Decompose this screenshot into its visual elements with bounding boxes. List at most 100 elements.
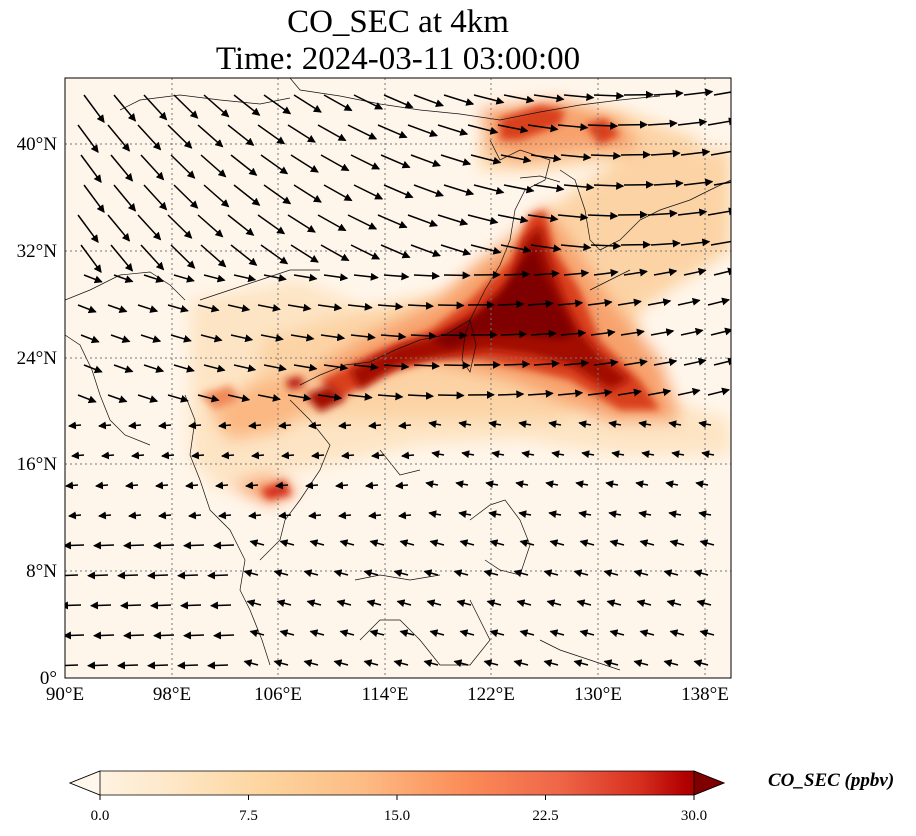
colorbar-tick-label: 22.5 bbox=[532, 808, 558, 824]
wind-vector-arrow bbox=[410, 244, 441, 258]
wind-vector-arrow bbox=[573, 659, 589, 668]
wind-vector-arrow bbox=[207, 661, 229, 670]
wind-vector-arrow bbox=[83, 274, 103, 284]
wind-vector-arrow bbox=[140, 154, 165, 181]
wind-vector-arrow bbox=[497, 214, 529, 224]
wind-vector-arrow bbox=[323, 273, 349, 282]
wind-vector-arrow bbox=[365, 481, 379, 490]
lat-tick-label: 0° bbox=[40, 668, 57, 689]
wind-vector-arrow bbox=[173, 364, 195, 373]
wind-vector-arrow bbox=[308, 421, 322, 430]
wind-vector-arrow bbox=[413, 361, 440, 370]
wind-vector-arrow bbox=[177, 661, 199, 670]
wind-vector-arrow bbox=[353, 272, 379, 281]
wind-vector-arrow bbox=[246, 599, 262, 608]
wind-vector-arrow bbox=[303, 569, 319, 578]
wind-vector-arrow bbox=[80, 154, 102, 184]
wind-vector-arrow bbox=[593, 181, 625, 190]
wind-vector-arrow bbox=[290, 244, 319, 263]
wind-vector-arrow bbox=[516, 599, 532, 608]
wind-vector-arrow bbox=[489, 629, 505, 638]
wind-vector-arrow bbox=[527, 389, 554, 398]
wind-vector-arrow bbox=[557, 213, 589, 222]
wind-vector-arrow bbox=[443, 94, 475, 106]
wind-vector-arrow bbox=[113, 184, 137, 212]
wind-vector-arrow bbox=[218, 421, 232, 430]
wind-vector-arrow bbox=[77, 214, 99, 244]
wind-vector-arrow bbox=[437, 214, 469, 226]
wind-vector-arrow bbox=[177, 571, 199, 580]
wind-vector-arrow bbox=[458, 510, 472, 519]
wind-vector-arrow bbox=[290, 154, 319, 173]
wind-vector-arrow bbox=[399, 629, 415, 638]
map-subtitle-time: Time: 2024-03-11 03:00:00 bbox=[215, 41, 581, 77]
wind-vector-arrow bbox=[603, 659, 619, 668]
wind-vector-arrow bbox=[530, 329, 557, 338]
wind-vector-arrow bbox=[87, 661, 109, 670]
wind-vector-arrow bbox=[683, 178, 714, 187]
wind-vector-arrow bbox=[623, 268, 648, 277]
wind-vector-arrow bbox=[65, 631, 85, 640]
wind-vector-arrow bbox=[459, 629, 475, 638]
wind-vector-arrow bbox=[623, 358, 648, 367]
wind-vector-arrow bbox=[203, 364, 226, 373]
wind-vector-arrow bbox=[83, 184, 105, 214]
wind-vector-arrow bbox=[275, 481, 289, 490]
wind-vector-arrow bbox=[380, 154, 411, 169]
wind-vector-arrow bbox=[453, 569, 469, 578]
wind-vector-arrow bbox=[603, 569, 619, 578]
wind-vector-arrow bbox=[143, 94, 168, 121]
wind-vector-arrow bbox=[137, 124, 162, 151]
wind-vector-arrow bbox=[413, 184, 444, 198]
wind-vector-arrow bbox=[590, 241, 622, 250]
wind-vector-arrow bbox=[290, 333, 315, 342]
wind-vector-arrow bbox=[650, 149, 681, 158]
wind-vector-arrow bbox=[617, 388, 642, 397]
wind-vector-arrow bbox=[311, 451, 325, 460]
wind-vector-arrow bbox=[647, 298, 672, 307]
wind-vector-arrow bbox=[123, 541, 145, 550]
wind-vector-arrow bbox=[98, 421, 112, 430]
wind-vector-arrow bbox=[257, 124, 286, 145]
wind-vector-arrow bbox=[363, 569, 379, 578]
wind-vector-arrow bbox=[125, 481, 139, 490]
wind-vector-arrow bbox=[473, 184, 505, 195]
wind-vector-arrow bbox=[287, 393, 312, 402]
wind-vector-arrow bbox=[393, 569, 409, 578]
wind-vector-arrow bbox=[519, 539, 535, 548]
wind-vector-arrow bbox=[65, 661, 79, 670]
wind-vector-arrow bbox=[93, 541, 115, 550]
wind-vector-arrow bbox=[167, 214, 193, 239]
wind-vector-arrow bbox=[276, 599, 292, 608]
wind-vector-arrow bbox=[693, 659, 709, 668]
wind-vector-arrow bbox=[335, 481, 349, 490]
wind-vector-arrow bbox=[203, 94, 230, 118]
wind-vector-arrow bbox=[248, 511, 262, 520]
wind-vector-arrow bbox=[701, 450, 715, 459]
wind-vector-arrow bbox=[347, 124, 378, 140]
wind-vector-arrow bbox=[639, 629, 655, 638]
wind-vector-arrow bbox=[305, 481, 319, 490]
wind-vector-arrow bbox=[636, 599, 652, 608]
wind-vector-arrow bbox=[609, 539, 625, 548]
wind-vector-arrow bbox=[683, 357, 707, 366]
wind-vector-arrow bbox=[653, 179, 684, 188]
wind-vector-arrow bbox=[458, 420, 472, 429]
wind-vector-arrow bbox=[303, 659, 319, 668]
wind-vector-arrow bbox=[641, 450, 655, 459]
wind-vector-arrow bbox=[513, 659, 529, 668]
wind-vector-arrow bbox=[170, 244, 196, 269]
wind-vector-arrow bbox=[90, 601, 112, 610]
wind-vector-arrow bbox=[429, 629, 445, 638]
wind-vector-arrow bbox=[263, 274, 287, 282]
wind-vector-arrow bbox=[260, 154, 289, 175]
wind-vector-arrow bbox=[609, 629, 625, 638]
wind-vector-arrow bbox=[407, 214, 438, 228]
wind-vector-arrow bbox=[110, 154, 134, 182]
wind-vector-arrow bbox=[233, 184, 261, 206]
wind-vector-arrow bbox=[107, 304, 128, 313]
wind-vector-arrow bbox=[653, 89, 684, 98]
wind-vector-arrow bbox=[396, 599, 412, 608]
wind-vector-arrow bbox=[309, 539, 325, 548]
wind-vector-arrow bbox=[113, 274, 134, 283]
